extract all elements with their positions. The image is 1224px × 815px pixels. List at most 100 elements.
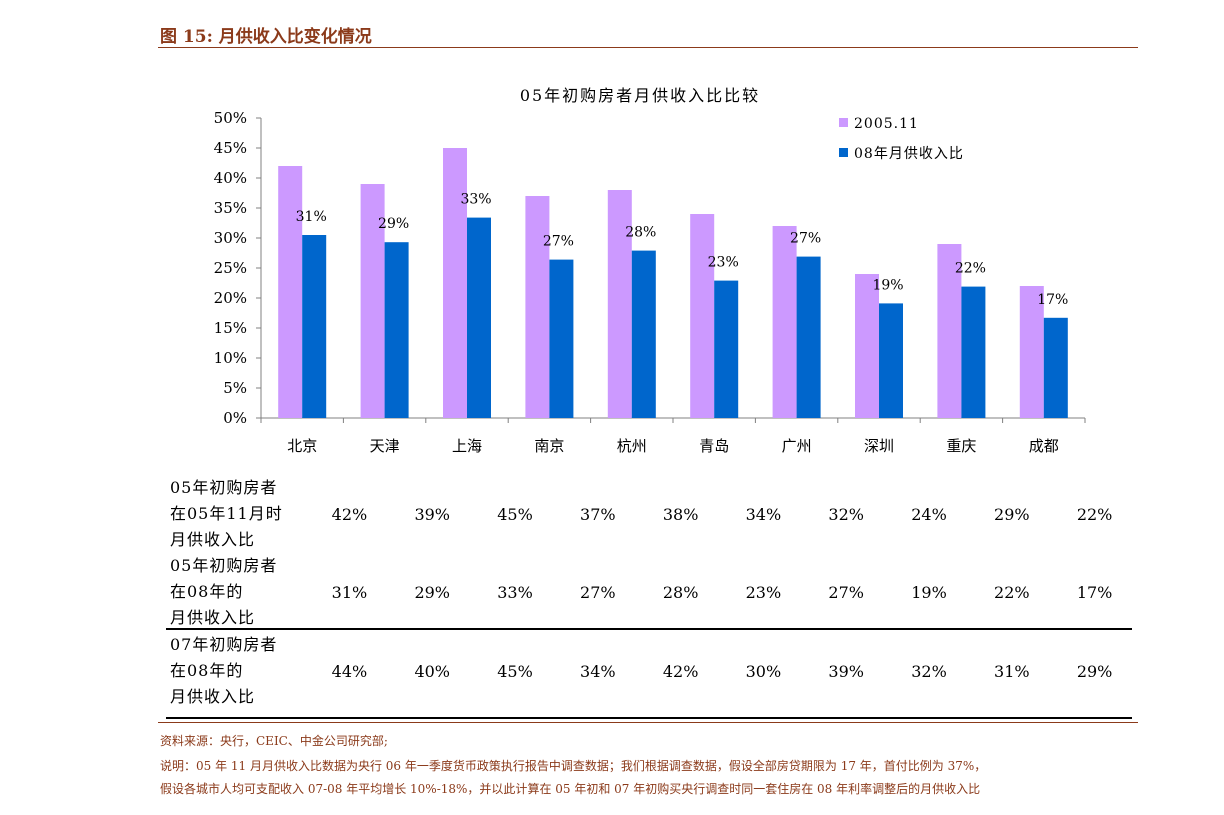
title-rule — [158, 47, 1138, 48]
bar-series1 — [690, 214, 715, 418]
y-tick-label: 35% — [214, 199, 247, 217]
table-cell: 31% — [331, 582, 368, 602]
bar-series2 — [384, 242, 409, 418]
bar-series2 — [961, 286, 986, 418]
data-label: 27% — [543, 234, 574, 250]
bar-series1 — [855, 274, 879, 418]
bar-series2 — [796, 256, 821, 418]
bar-chart: 05年初购房者月供收入比比较 0% 5% 10% 15% 20% 25% 30% 35% 40% 4… — [214, 86, 1086, 455]
bar-series2 — [467, 217, 491, 418]
table-cell: 42% — [662, 661, 699, 681]
data-label: 22% — [955, 261, 986, 277]
y-tick-label: 0% — [223, 409, 247, 427]
table-cell: 42% — [331, 504, 368, 524]
category-label: 杭州 — [617, 437, 647, 455]
legend-swatch — [839, 148, 848, 157]
table-row: 05年初购房者 在05年11月时 月供收入比 42% 39% 45% 37% 38% 34… — [170, 476, 1136, 552]
table-cell: 40% — [414, 661, 450, 681]
table-cell: 27% — [580, 582, 616, 602]
y-tick-label: 45% — [214, 139, 247, 157]
explanation-line-2: 假设各城市人均可支配收入 07-08 年平均增长 10%-18%，并以此计算在 … — [160, 782, 981, 796]
table-cell: 27% — [828, 582, 864, 602]
category-label: 上海 — [452, 437, 482, 455]
table-row: 07年初购房者 在08年的 月供收入比 44% 40% 45% 34% 42% 30% 39… — [170, 630, 1136, 712]
category-label: 天津 — [370, 437, 400, 455]
table-separator — [166, 628, 1132, 630]
chart-title: 05年初购房者月供收入比比较 — [520, 86, 760, 105]
data-label: 19% — [872, 277, 903, 293]
bar-series1 — [278, 166, 303, 418]
category-label: 青岛 — [699, 437, 729, 455]
table-cell: 19% — [911, 582, 947, 602]
data-label: 29% — [378, 216, 409, 232]
table-cell: 22% — [994, 582, 1030, 602]
row-label: 05年初购房者 在05年11月时 月供收入比 — [170, 478, 283, 549]
bar-series1 — [937, 244, 962, 418]
bar-series1 — [360, 184, 385, 418]
footer-rule — [158, 722, 1138, 723]
bar-series1 — [525, 196, 550, 418]
table-cell: 29% — [994, 504, 1030, 524]
y-tick-label: 25% — [214, 259, 247, 277]
table-cell: 30% — [745, 661, 782, 681]
table-cell: 31% — [994, 661, 1030, 681]
row-label: 05年初购房者 在08年的 月供收入比 — [170, 556, 278, 627]
data-label: 28% — [625, 225, 656, 241]
table-cell: 37% — [580, 504, 616, 524]
table-cell: 32% — [828, 504, 864, 524]
table-cell: 45% — [497, 661, 533, 681]
figure-title: 图 15: 月供收入比变化情况 — [160, 27, 372, 47]
category-label: 重庆 — [946, 437, 976, 455]
bar-series1 — [607, 190, 632, 418]
bar-series2 — [631, 250, 656, 418]
bar-series2 — [714, 280, 739, 418]
table-cell: 39% — [828, 661, 864, 681]
y-tick-label: 10% — [214, 349, 247, 367]
table-cell: 38% — [662, 504, 699, 524]
category-label: 深圳 — [864, 437, 894, 455]
table-cell: 32% — [911, 661, 947, 681]
bar-series1 — [772, 226, 797, 418]
row-label: 07年初购房者 在08年的 月供收入比 — [170, 635, 278, 706]
category-label: 成都 — [1029, 437, 1059, 455]
bar-series2 — [1043, 317, 1068, 418]
y-tick-label: 15% — [214, 319, 247, 337]
table-cell: 44% — [331, 661, 368, 681]
bar-series1 — [443, 148, 467, 418]
table-cell: 28% — [662, 582, 699, 602]
table-cell: 23% — [745, 582, 782, 602]
bar-series2 — [549, 259, 574, 418]
data-label: 31% — [296, 209, 327, 225]
table-bottom-rule — [166, 717, 1132, 719]
table-cell: 33% — [497, 582, 533, 602]
table-cell: 24% — [911, 504, 947, 524]
data-label: 17% — [1037, 292, 1068, 308]
data-table: 05年初购房者 在05年11月时 月供收入比 42% 39% 45% 37% 38% 34… — [170, 476, 1136, 712]
table-cell: 22% — [1076, 504, 1113, 524]
table-cell: 29% — [1076, 661, 1113, 681]
table-cell: 17% — [1076, 582, 1113, 602]
table-cell: 39% — [414, 504, 450, 524]
explanation-line-1: 说明：05 年 11 月月供收入比数据为央行 06 年一季度货币政策执行报告中调… — [160, 759, 987, 773]
bar-series2 — [879, 303, 903, 418]
legend-swatch — [839, 118, 848, 127]
table-cell: 29% — [414, 582, 450, 602]
table-cell: 34% — [580, 661, 616, 681]
data-label: 33% — [460, 192, 491, 208]
legend-label: 08年月供收入比 — [854, 146, 964, 162]
data-label: 27% — [790, 231, 821, 247]
y-tick-label: 40% — [214, 169, 247, 187]
y-tick-label: 30% — [214, 229, 247, 247]
category-label: 广州 — [782, 437, 812, 455]
bar-series2 — [302, 235, 327, 418]
source-note: 资料来源：央行，CEIC、中金公司研究部; — [160, 734, 388, 748]
y-tick-label: 5% — [223, 379, 247, 397]
legend-label: 2005.11 — [854, 116, 919, 132]
y-tick-label: 50% — [214, 109, 247, 127]
y-tick-label: 20% — [214, 289, 247, 307]
category-label: 北京 — [287, 437, 317, 455]
data-label: 23% — [708, 255, 739, 271]
table-cell: 45% — [497, 504, 533, 524]
table-row: 05年初购房者 在08年的 月供收入比 31% 29% 33% 27% 28% 23% 27… — [170, 554, 1136, 630]
bar-series1 — [1019, 286, 1044, 418]
